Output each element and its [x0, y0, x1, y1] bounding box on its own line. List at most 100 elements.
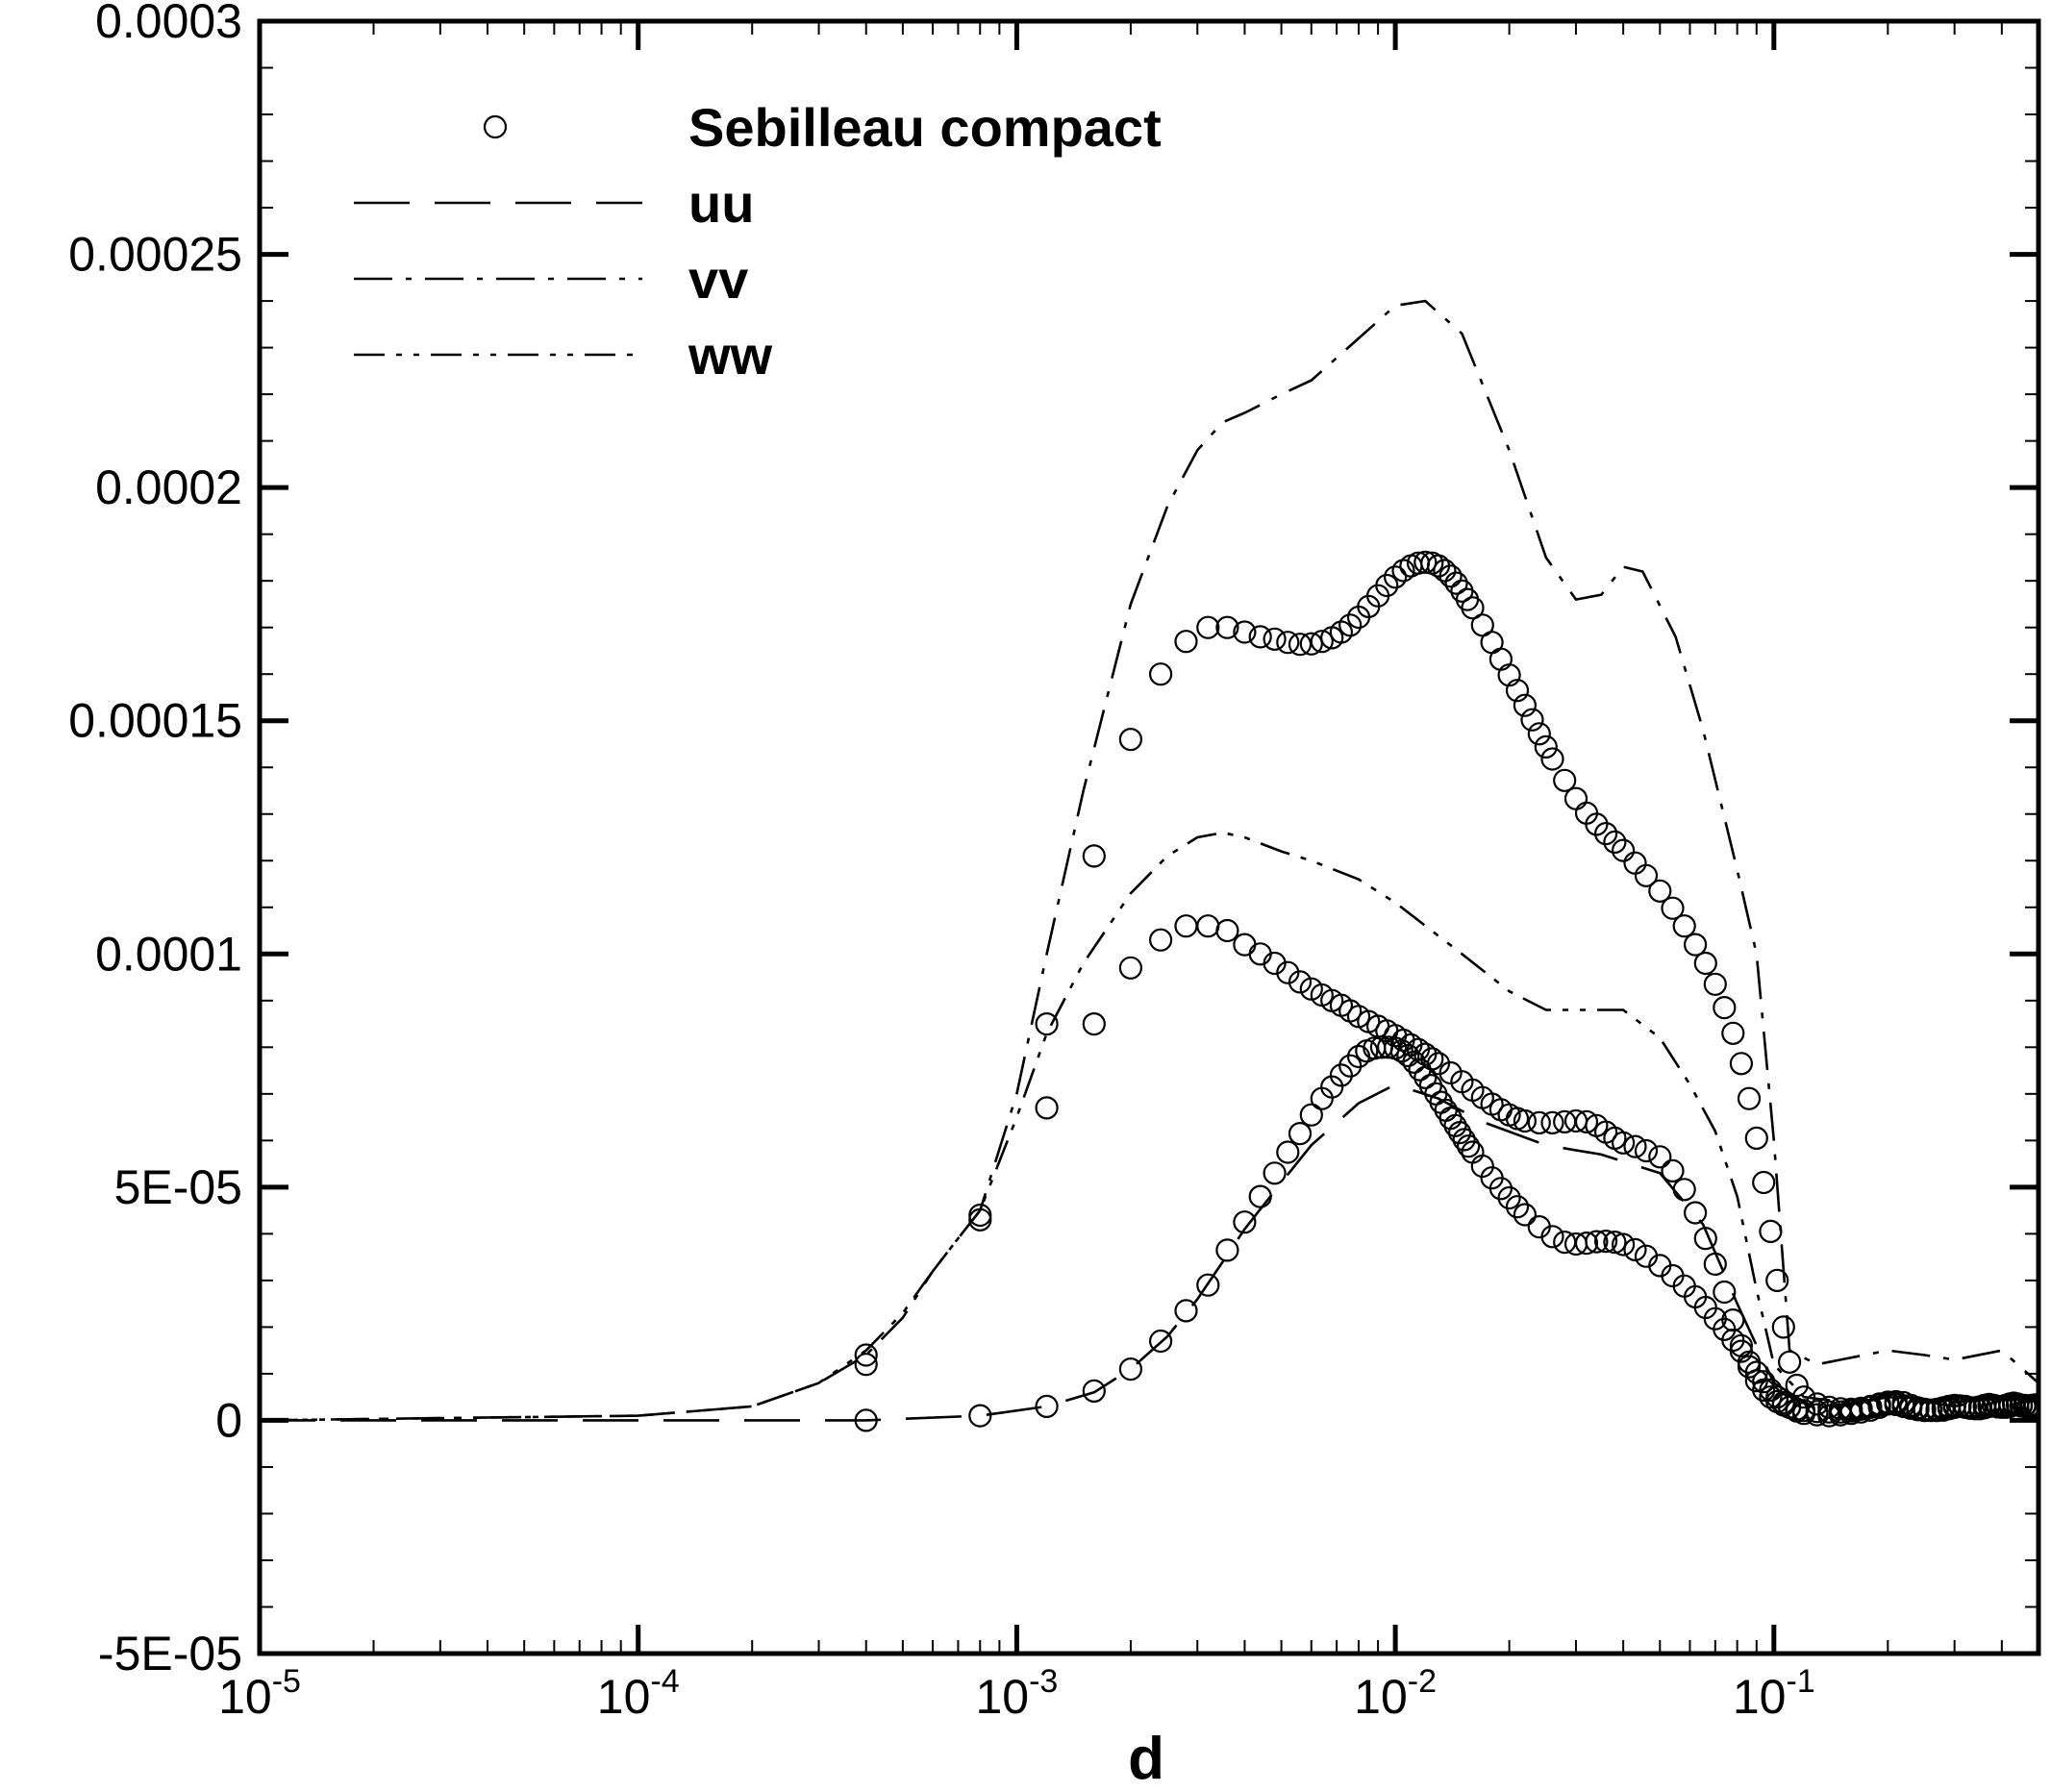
data-point: [1196, 615, 1220, 639]
data-point: [1744, 1126, 1768, 1151]
data-point: [1693, 951, 1717, 976]
y-tick-label: 0: [215, 1393, 242, 1447]
y-tick-label: 0.0001: [95, 927, 242, 981]
data-point: [1553, 768, 1577, 792]
data-point: [1729, 1052, 1754, 1076]
data-point: [1233, 620, 1257, 644]
data-point: [1672, 1178, 1696, 1202]
data-point: [1513, 1108, 1538, 1133]
data-point: [1276, 1140, 1300, 1164]
x-axis-title: d: [1128, 1726, 1164, 1792]
data-point: [1849, 1396, 1873, 1420]
data-point: [1713, 1280, 1737, 1305]
data-point: [1623, 1237, 1647, 1262]
data-point: [1148, 662, 1173, 686]
data-point: [1737, 1086, 1762, 1110]
data-point: [1752, 1170, 1776, 1195]
data-point: [1497, 663, 1521, 687]
data-point: [1444, 571, 1468, 595]
data-point: [1447, 1120, 1472, 1145]
data-point: [1375, 573, 1399, 598]
data-point: [1426, 1052, 1451, 1076]
data-point: [1805, 1392, 1829, 1416]
data-point: [1320, 1075, 1344, 1099]
data-point: [1752, 1370, 1776, 1394]
legend-item-vv: vv: [354, 249, 748, 310]
data-point: [1288, 1121, 1313, 1146]
data-point: [1527, 1110, 1551, 1135]
data-point: [1611, 1131, 1636, 1155]
series-vv: [260, 299, 2038, 1422]
data-point: [1196, 1273, 1220, 1297]
data-point: [1276, 960, 1300, 984]
data-point: [1299, 632, 1323, 656]
data-point: [1737, 1355, 1762, 1379]
data-point: [1593, 821, 1618, 846]
legend-item-sebilleau-compact: Sebilleau compact: [483, 97, 1162, 158]
data-point: [1118, 727, 1143, 752]
data-point: [1148, 928, 1173, 952]
data-point: [1859, 1394, 1883, 1419]
data-point: [1906, 1397, 1930, 1421]
data-point: [1683, 1201, 1708, 1225]
data-point: [1288, 633, 1313, 657]
data-point: [1791, 1399, 1816, 1423]
data-point: [1958, 1396, 1983, 1420]
data-point: [1413, 550, 1438, 574]
data-point: [1540, 1225, 1564, 1249]
data-point: [1540, 1110, 1564, 1135]
data-point: [1634, 863, 1659, 887]
data-point: [968, 1404, 992, 1428]
data-point: [1634, 1138, 1659, 1163]
legend-label: vv: [688, 249, 748, 310]
data-point: [1248, 1184, 1272, 1208]
series-layer: [260, 299, 2038, 1432]
legend-label: Sebilleau compact: [688, 97, 1162, 158]
data-point: [1603, 830, 1627, 855]
data-point: [1703, 1252, 1727, 1277]
data-point: [1118, 956, 1143, 980]
data-point: [1035, 1011, 1059, 1036]
data-point: [1035, 1394, 1059, 1419]
data-point: [1839, 1397, 1863, 1421]
data-point: [1329, 1063, 1354, 1087]
data-point: [1215, 1238, 1239, 1262]
data-point: [1721, 1021, 1745, 1045]
data-point: [1777, 1350, 1802, 1374]
data-point: [1771, 1315, 1795, 1339]
data-point: [1759, 1385, 1783, 1409]
data-point: [1540, 747, 1564, 771]
data-point: [1593, 1229, 1618, 1254]
data-point: [1785, 1373, 1809, 1398]
y-tick-label: 0.0003: [95, 0, 242, 48]
data-point: [1376, 1035, 1401, 1059]
data-point: [1574, 1109, 1599, 1134]
data-point: [1310, 630, 1334, 654]
data-point: [1497, 1185, 1521, 1210]
data-point: [1288, 970, 1313, 994]
series-ww: [260, 831, 2038, 1422]
legend-label: ww: [688, 325, 773, 386]
data-point: [1082, 844, 1106, 868]
data-point: [1433, 559, 1457, 583]
series-line-ww: [260, 831, 2038, 1422]
data-point: [1402, 1050, 1426, 1074]
data-point: [1759, 1219, 1783, 1244]
data-point: [1383, 565, 1408, 589]
data-point: [968, 1203, 992, 1228]
data-point: [1443, 1113, 1467, 1137]
data-point: [1513, 693, 1538, 717]
data-point: [1876, 1390, 1900, 1414]
data-point: [1082, 1011, 1106, 1036]
data-point: [1534, 734, 1558, 759]
data-point: [1263, 627, 1287, 651]
series-line-vv: [260, 299, 2038, 1422]
y-tick-label: 5E-05: [114, 1160, 242, 1214]
data-point: [1791, 1385, 1816, 1409]
data-point: [1174, 1299, 1198, 1323]
data-point: [1082, 1379, 1106, 1404]
data-point: [1215, 615, 1239, 639]
data-point: [1611, 838, 1636, 862]
data-point: [854, 1343, 878, 1367]
